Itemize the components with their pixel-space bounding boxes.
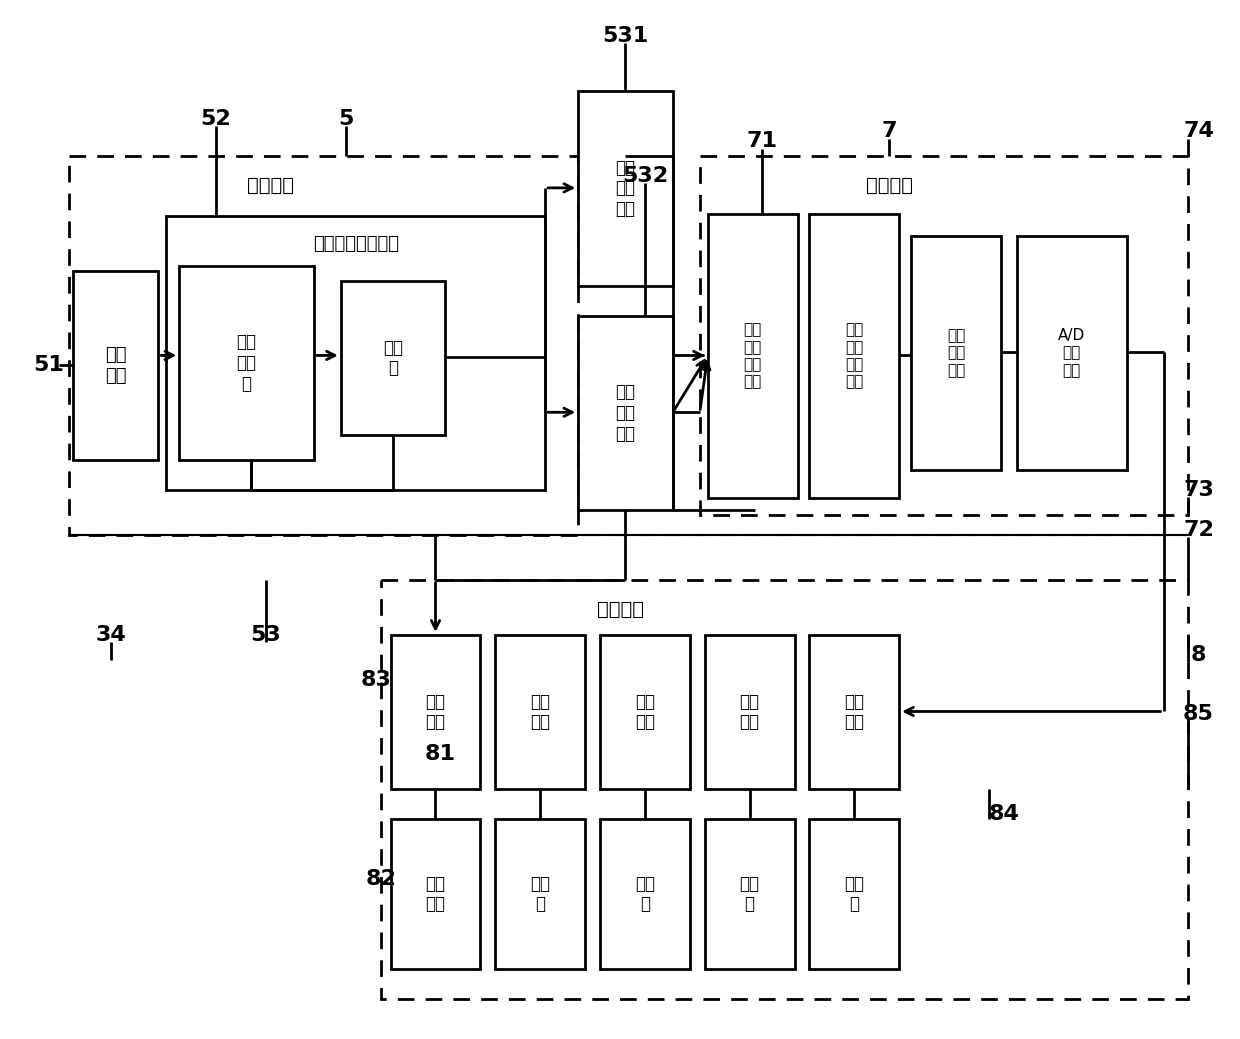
Text: 主控单元: 主控单元 — [596, 601, 644, 619]
Text: 51: 51 — [33, 355, 64, 375]
Text: 71: 71 — [746, 131, 777, 151]
Text: 52: 52 — [201, 109, 232, 129]
Text: 72: 72 — [1183, 520, 1214, 540]
Bar — [495, 819, 585, 968]
Bar — [708, 214, 797, 498]
Text: 5: 5 — [339, 109, 353, 129]
Text: 试品
电路
检测
单元: 试品 电路 检测 单元 — [744, 322, 761, 390]
Bar — [391, 635, 480, 790]
Text: 通讯
模块: 通讯 模块 — [844, 693, 864, 731]
Text: 试验电源: 试验电源 — [248, 177, 294, 195]
Text: 数字
屏蔽
通讯
单元: 数字 屏蔽 通讯 单元 — [846, 322, 863, 390]
Bar — [704, 635, 795, 790]
Text: A/D
采集
单元: A/D 采集 单元 — [1058, 328, 1085, 378]
Text: 保护
模块: 保护 模块 — [425, 693, 445, 731]
Bar — [341, 281, 445, 435]
Bar — [1017, 236, 1127, 470]
Bar — [495, 635, 585, 790]
Text: 73: 73 — [1183, 480, 1214, 500]
Text: 8: 8 — [1190, 644, 1207, 665]
Bar — [810, 819, 899, 968]
Text: 打印
模块: 打印 模块 — [531, 693, 551, 731]
Text: 531: 531 — [601, 26, 649, 47]
Text: 介损电桥: 介损电桥 — [866, 177, 913, 195]
Text: 显示
模块: 显示 模块 — [635, 693, 655, 731]
Bar — [381, 580, 1188, 998]
Text: 触控
模块: 触控 模块 — [739, 693, 760, 731]
Bar — [911, 236, 1001, 470]
Text: 过压
保护
模块: 过压 保护 模块 — [615, 159, 635, 218]
Text: 85: 85 — [1183, 704, 1214, 724]
Text: 升压
器: 升压 器 — [383, 339, 403, 377]
Text: 83: 83 — [360, 669, 391, 690]
Text: 532: 532 — [622, 166, 668, 186]
Text: 84: 84 — [988, 804, 1019, 824]
Text: 操控
键: 操控 键 — [739, 875, 760, 913]
Bar — [180, 266, 314, 460]
Text: 过流
保护
模块: 过流 保护 模块 — [615, 383, 635, 443]
Text: 34: 34 — [95, 624, 126, 644]
Bar — [600, 819, 689, 968]
Bar — [578, 316, 673, 510]
Bar — [69, 156, 578, 535]
Text: 53: 53 — [250, 624, 281, 644]
Text: 信号
调节
单元: 信号 调节 单元 — [947, 328, 965, 378]
Bar — [73, 271, 159, 460]
Bar — [810, 635, 899, 790]
Bar — [704, 819, 795, 968]
Bar — [600, 635, 689, 790]
Text: 7: 7 — [882, 121, 897, 141]
Bar — [391, 819, 480, 968]
Text: 保险
电压: 保险 电压 — [425, 875, 445, 913]
Text: 81: 81 — [425, 744, 456, 765]
Text: 显示
器: 显示 器 — [635, 875, 655, 913]
Bar — [166, 216, 546, 490]
Text: 交流
电源: 交流 电源 — [105, 346, 126, 384]
Text: 微型
控制
器: 微型 控制 器 — [237, 334, 257, 393]
Text: 超低频高压发生器: 超低频高压发生器 — [312, 235, 399, 252]
Text: 计算
机: 计算 机 — [844, 875, 864, 913]
Bar — [810, 214, 899, 498]
Bar — [699, 156, 1188, 515]
Text: 82: 82 — [366, 869, 396, 889]
Text: 打印
机: 打印 机 — [531, 875, 551, 913]
Bar — [578, 91, 673, 286]
Text: 74: 74 — [1183, 121, 1214, 141]
